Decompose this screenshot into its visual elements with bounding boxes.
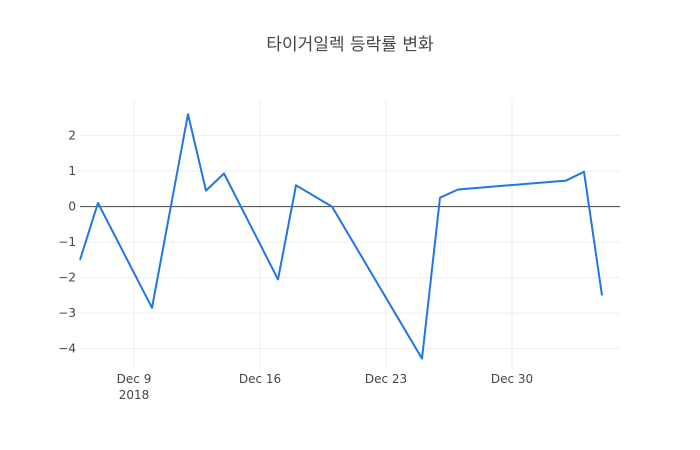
chart-title: 타이거일렉 등락률 변화	[266, 35, 434, 55]
axes: 2 1 0 −1 −2 −3 −4 Dec 9 2018 Dec 16 Dec 23 Dec 30	[58, 129, 533, 402]
y-tick-label: 0	[68, 200, 76, 214]
x-tick-sublabel: 2018	[119, 388, 150, 402]
y-tick-label: −2	[58, 271, 76, 285]
x-tick-label: Dec 16	[239, 372, 281, 386]
x-tick-label: Dec 23	[365, 372, 407, 386]
y-tick-label: 2	[68, 129, 76, 143]
series-line	[79, 113, 603, 360]
y-tick-label: −1	[58, 235, 76, 249]
plot-area	[79, 113, 603, 360]
y-tick-label: −3	[58, 306, 76, 320]
x-tick-label: Dec 30	[491, 372, 533, 386]
x-tick-label: Dec 9	[117, 372, 152, 386]
y-tick-label: 1	[68, 164, 76, 178]
y-tick-label: −4	[58, 342, 76, 356]
grid	[80, 100, 620, 370]
